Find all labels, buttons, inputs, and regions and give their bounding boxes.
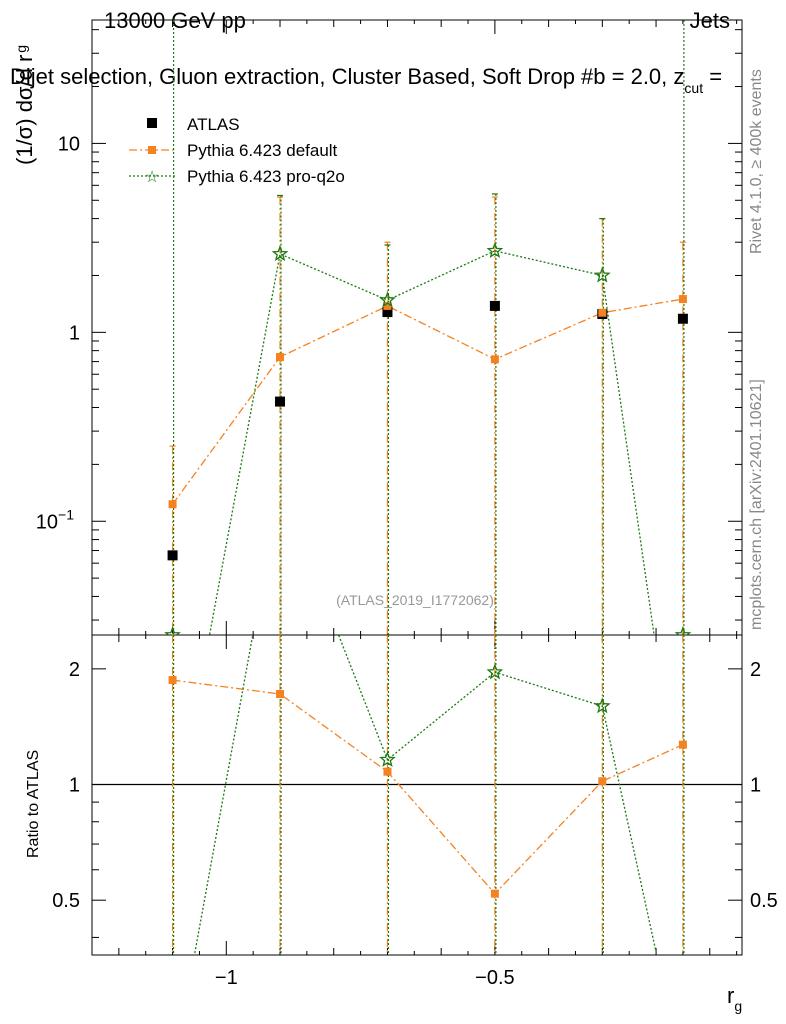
xlabel-text: r	[727, 983, 734, 1008]
legend-marker-atlas	[147, 118, 157, 128]
legend-label-proq2o: Pythia 6.423 pro-q2o	[187, 167, 345, 186]
ratio-point-default	[276, 690, 285, 699]
main-plot	[164, 20, 692, 635]
ratio-point-default	[168, 676, 177, 685]
main-y-tick-label-exp: −1	[58, 506, 74, 522]
xlabel: rg	[727, 983, 742, 1014]
subtitle-sub: cut	[684, 80, 703, 96]
header-subtitle: Dijet selection, Gluon extraction, Clust…	[10, 64, 722, 96]
ratio-y-tick-label: 1	[69, 775, 80, 797]
legend-item-atlas: ATLAS	[147, 115, 240, 134]
ratio-y-tick-label: 0.5	[52, 890, 80, 912]
series-line-default	[172, 298, 684, 505]
ratio-line-default	[172, 679, 684, 895]
xlabel-sub: g	[734, 998, 742, 1014]
legend-marker-proq2o: ☆	[145, 169, 159, 186]
default-point	[598, 308, 607, 317]
legend-marker-default	[148, 146, 156, 154]
ratio-y-tick-label-right: 0.5	[750, 890, 778, 912]
atlas-point	[382, 307, 393, 318]
main-ylabel-text: (1/σ) dσ/d r	[12, 55, 37, 165]
main-ylabel-sub: g	[13, 45, 29, 53]
ratio-point-default	[678, 740, 687, 749]
ratio-line-proq2o	[193, 635, 658, 955]
ratio-point-default	[490, 889, 499, 898]
ratio-point-proq2o	[486, 663, 504, 680]
default-point	[490, 355, 499, 364]
main-ylabel: (1/σ) dσ/d r g	[12, 45, 37, 165]
atlas-point	[275, 396, 286, 407]
subtitle-main: Dijet selection, Gluon extraction, Clust…	[10, 64, 684, 89]
series-line-proq2o	[208, 250, 655, 635]
ratio-y-tick-label-right: 2	[750, 659, 761, 681]
main-y-tick-label: 10	[58, 133, 80, 155]
proq2o-point	[594, 266, 611, 283]
legend-item-proq2o: ☆ Pythia 6.423 pro-q2o	[129, 167, 345, 186]
ratio-point-proq2o	[593, 697, 611, 714]
watermark: (ATLAS_2019_I1772062)	[336, 592, 494, 608]
default-point	[383, 301, 392, 310]
ratio-ylabel: Ratio to ATLAS	[25, 750, 42, 858]
proq2o-point	[379, 291, 396, 308]
atlas-point	[489, 300, 500, 311]
main-y-tick-label: 10−1	[36, 506, 74, 533]
ratio-point-default	[598, 777, 607, 786]
ratio-y-tick-label-right: 1	[750, 775, 761, 797]
atlas-point	[167, 550, 178, 561]
legend: ATLAS Pythia 6.423 default ☆ Pythia 6.42…	[129, 115, 345, 186]
atlas-point	[677, 313, 688, 324]
ratio-point-proq2o	[379, 751, 396, 767]
main-y-tick-label: 1	[69, 322, 80, 344]
subtitle-end: =	[703, 64, 722, 89]
axes: −1 −0.5 10−1 1 10 0.5 0.5 1 1 2 2	[36, 19, 778, 989]
proq2o-point	[486, 242, 504, 258]
legend-label-atlas: ATLAS	[187, 115, 240, 134]
x-tick-label: −0.5	[475, 967, 514, 989]
mcplots-label: mcplots.cern.ch [arXiv:2401.10621]	[748, 379, 765, 630]
proq2o-point	[164, 626, 181, 635]
default-point	[168, 500, 177, 509]
main-frame	[91, 19, 743, 636]
default-point	[678, 295, 687, 304]
ratio-y-tick-label: 2	[69, 659, 80, 681]
default-point	[276, 353, 285, 362]
proq2o-point	[271, 245, 289, 262]
ratio-point-default	[383, 767, 392, 776]
ratio-plot	[168, 635, 687, 955]
legend-item-default: Pythia 6.423 default	[129, 141, 338, 160]
rivet-label: Rivet 4.1.0, ≥ 400k events	[748, 69, 765, 254]
legend-label-default: Pythia 6.423 default	[187, 141, 338, 160]
ratio-frame	[91, 634, 743, 956]
x-tick-label: −1	[215, 967, 238, 989]
proq2o-point	[674, 626, 692, 635]
